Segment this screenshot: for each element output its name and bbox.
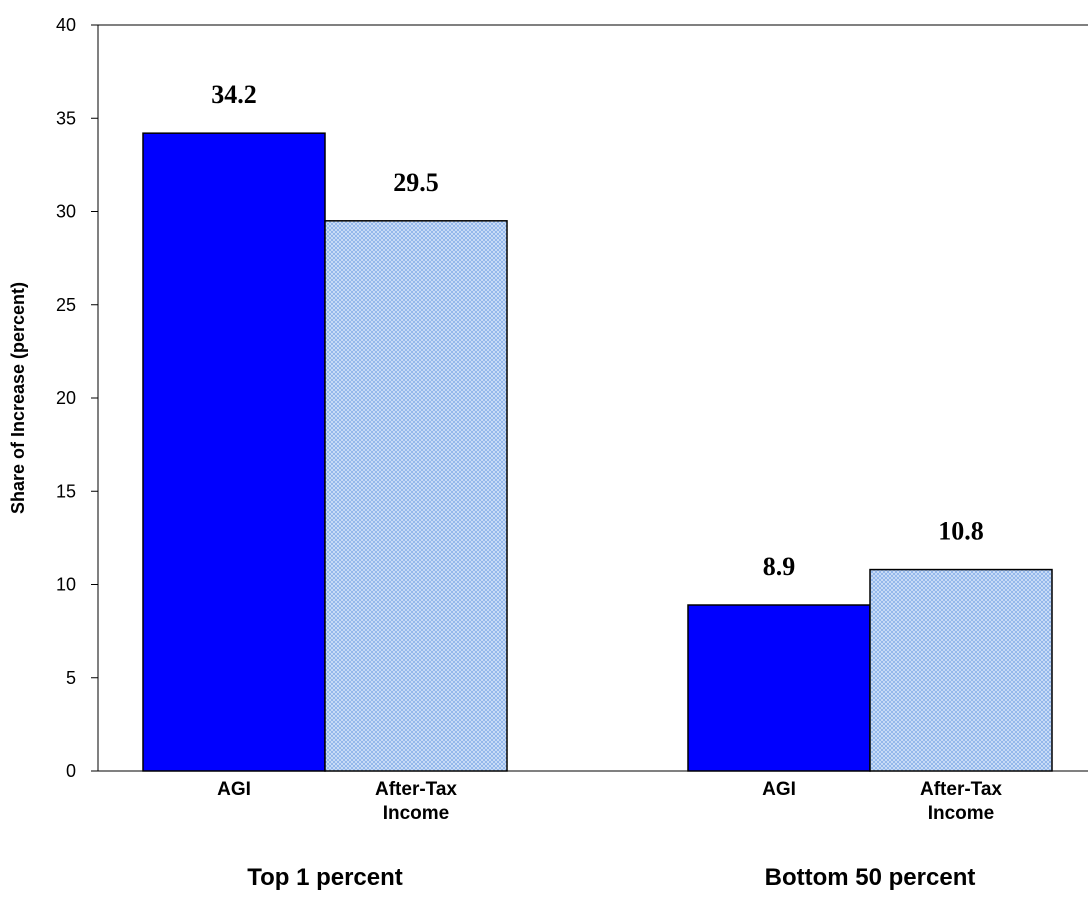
y-tick-label: 15: [56, 481, 76, 501]
data-label: 29.5: [393, 168, 439, 197]
category-label: After-Tax: [375, 779, 457, 800]
y-axis-ticks: 0 5 10 15 20 25 30 35 40: [56, 15, 98, 781]
group-label: Bottom 50 percent: [765, 864, 976, 891]
category-label: Income: [383, 803, 450, 824]
category-label: Income: [928, 803, 995, 824]
data-label: 34.2: [211, 80, 257, 109]
category-label: After-Tax: [920, 779, 1002, 800]
value-labels: 34.2 29.5 8.9 10.8: [211, 80, 984, 581]
y-tick-label: 0: [66, 761, 76, 781]
bar: [869, 568, 1053, 772]
category-label: AGI: [217, 779, 251, 800]
bar: [142, 132, 326, 772]
y-tick-label: 40: [56, 15, 76, 35]
group-label: Top 1 percent: [247, 864, 403, 891]
y-tick-label: 25: [56, 295, 76, 315]
y-tick-label: 35: [56, 108, 76, 128]
bar: [687, 604, 871, 772]
category-labels: AGI After-Tax Income AGI After-Tax Income: [217, 779, 1002, 824]
y-tick-label: 5: [66, 668, 76, 688]
group-labels: Top 1 percent Bottom 50 percent: [247, 864, 975, 891]
y-tick-label: 10: [56, 575, 76, 595]
y-tick-label: 30: [56, 202, 76, 222]
data-label: 8.9: [763, 552, 796, 581]
bar: [324, 220, 508, 772]
y-tick-label: 20: [56, 388, 76, 408]
category-label: AGI: [762, 779, 796, 800]
data-label: 10.8: [938, 517, 984, 546]
y-axis-label: Share of Increase (percent): [8, 282, 28, 514]
bars: [142, 132, 1053, 772]
